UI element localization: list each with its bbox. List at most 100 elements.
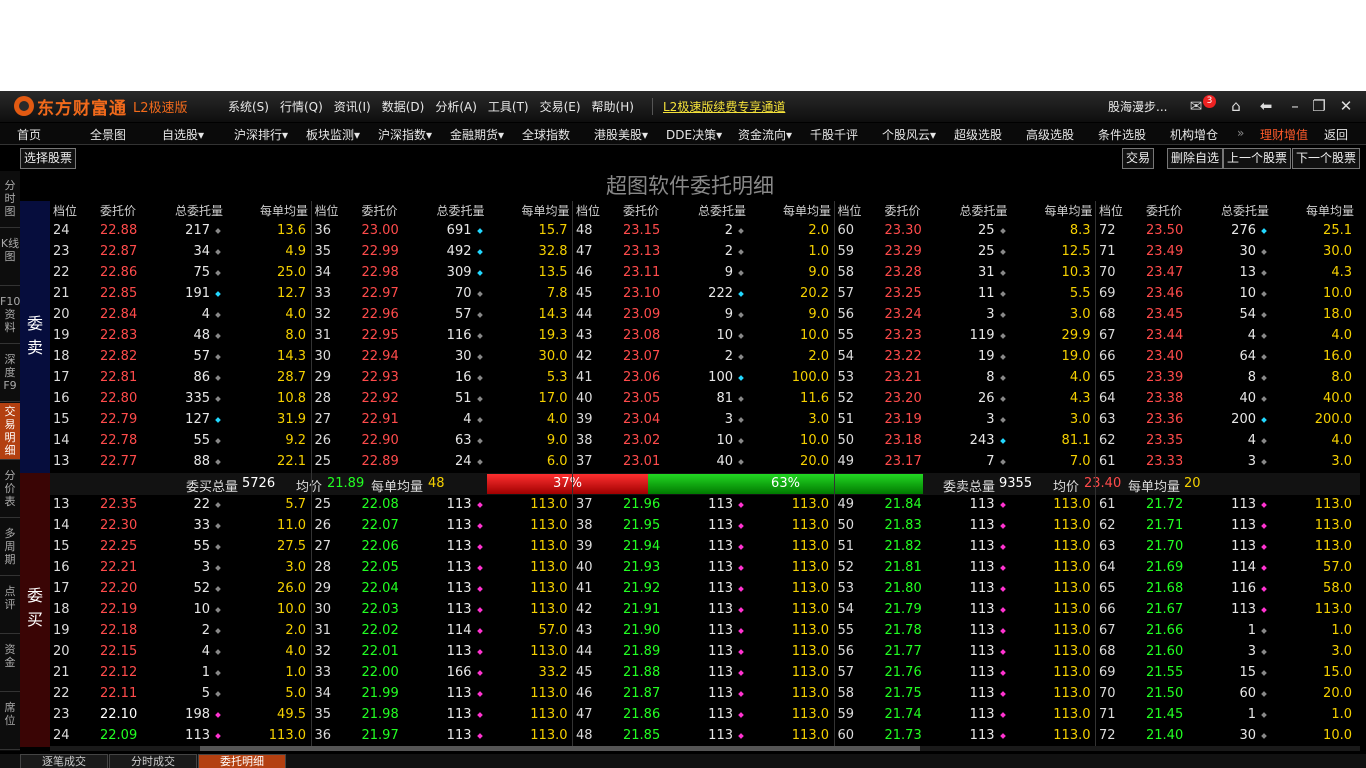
volume-marker-icon (476, 712, 483, 718)
left-tab[interactable]: 深度F9 (0, 345, 20, 402)
user-name[interactable]: 股海漫步... (1108, 100, 1168, 114)
bottom-tab[interactable]: 逐笔成交 (20, 754, 108, 768)
trade-button[interactable]: 交易 (1122, 148, 1155, 169)
total-cell: 113 (1231, 497, 1256, 512)
level-cell: 14 (53, 518, 70, 533)
volume-marker-icon (1261, 649, 1267, 655)
total-cell: 113 (969, 497, 995, 512)
menu-item[interactable]: 工具(T) (487, 100, 529, 114)
left-tab[interactable]: 资金 (0, 635, 20, 692)
price-cell: 22.12 (100, 665, 138, 680)
next-stock-button[interactable]: 下一个股票 (1292, 148, 1361, 169)
menu-item[interactable]: 系统(S) (228, 100, 269, 114)
delete-watch-button[interactable]: 删除自选 (1167, 148, 1224, 169)
price-cell: 23.29 (884, 244, 922, 259)
nav-item[interactable]: 首页 (17, 128, 42, 142)
total-cell: 113 (446, 707, 472, 722)
home-icon[interactable]: ⌂ (1231, 97, 1241, 115)
nav-item[interactable]: 资金流向▾ (738, 128, 793, 142)
menu-item[interactable]: 行情(Q) (279, 100, 323, 114)
back-arrow-icon[interactable]: ⬅ (1259, 97, 1273, 115)
level-cell: 43 (576, 623, 593, 638)
price-cell: 21.78 (884, 623, 922, 638)
nav-item[interactable]: 理财增值 (1260, 128, 1309, 142)
left-tab[interactable]: F10资料 (0, 287, 20, 344)
menu-item[interactable]: 交易(E) (539, 100, 581, 114)
price-cell: 23.15 (623, 223, 661, 238)
left-tab[interactable]: 交易明细 (0, 403, 20, 460)
menu-item[interactable]: 分析(A) (435, 100, 477, 114)
left-tab[interactable]: 分价表 (0, 461, 20, 518)
nav-item[interactable]: 全球指数 (522, 128, 571, 142)
left-tab[interactable]: 分时图 (0, 171, 20, 228)
total-cell: 113 (446, 602, 472, 617)
nav-item[interactable]: 金融期货▾ (450, 128, 505, 142)
total-cell: 691 (446, 223, 472, 238)
menu-item[interactable]: 数据(D) (381, 100, 425, 114)
price-cell: 22.03 (361, 602, 399, 617)
minimize-icon[interactable]: – (1291, 97, 1299, 115)
volume-marker-icon (738, 523, 744, 529)
nav-item[interactable]: 高级选股 (1026, 128, 1075, 142)
menu-item[interactable]: 帮助(H) (591, 100, 634, 114)
promo-link[interactable]: L2极速版续费专享通道 (652, 98, 785, 115)
level-cell: 17 (53, 370, 70, 385)
price-header: 委托价 (884, 204, 921, 218)
total-cell: 8 (1247, 370, 1256, 385)
nav-item[interactable]: DDE决策▾ (666, 128, 723, 142)
prev-stock-button[interactable]: 上一个股票 (1223, 148, 1292, 169)
nav-item[interactable]: 超级选股 (954, 128, 1003, 142)
total-cell: 7 (986, 454, 995, 469)
level-cell: 18 (53, 602, 70, 617)
nav-item[interactable]: 千股千评 (810, 128, 859, 142)
volume-marker-icon (738, 333, 744, 339)
level-cell: 68 (1099, 644, 1116, 659)
scrollbar-thumb[interactable] (200, 746, 920, 751)
table-row: 17 22.81 86 28.7 29 22.93 16 5.3 41 23.06 100 100.0… (50, 368, 1360, 389)
nav-item[interactable]: 沪深排行▾ (234, 128, 289, 142)
level-cell: 52 (837, 560, 855, 575)
nav-item[interactable]: 自选股▾ (162, 128, 205, 142)
nav-item[interactable]: 返回 (1324, 128, 1349, 142)
price-cell: 22.20 (100, 581, 138, 596)
total-cell: 113 (446, 560, 472, 575)
left-tab[interactable]: 点评 (0, 577, 20, 634)
left-tab[interactable]: 席位 (0, 693, 20, 750)
avg-cell: 3.0 (1069, 412, 1091, 427)
price-cell: 22.98 (361, 265, 399, 280)
close-icon[interactable]: ✕ (1339, 97, 1353, 115)
total-cell: 30 (1239, 728, 1256, 743)
left-tab[interactable]: K线图 (0, 229, 20, 286)
nav-item[interactable]: 板块监测▾ (306, 128, 361, 142)
nav-item[interactable]: 沪深指数▾ (378, 128, 433, 142)
nav-item[interactable]: » (1237, 126, 1245, 140)
level-cell: 57 (837, 665, 855, 680)
select-stock-button[interactable]: 选择股票 (20, 148, 77, 169)
total-cell: 3 (1247, 644, 1256, 659)
price-cell: 22.85 (100, 286, 138, 301)
volume-marker-icon (1261, 607, 1267, 613)
bottom-tab[interactable]: 委托明细 (198, 754, 286, 768)
left-tab[interactable]: 多周期 (0, 519, 20, 576)
volume-marker-icon (1261, 438, 1267, 444)
menu-item[interactable]: 资讯(I) (333, 100, 371, 114)
volume-marker-icon (476, 270, 483, 276)
price-cell: 21.77 (884, 644, 922, 659)
total-cell: 113 (708, 707, 733, 722)
volume-marker-icon (738, 607, 744, 613)
nav-item[interactable]: 条件选股 (1098, 128, 1147, 142)
avg-cell: 33.2 (538, 665, 568, 680)
price-cell: 22.84 (100, 307, 138, 322)
mail-icon[interactable]: ✉ (1189, 97, 1203, 115)
maximize-icon[interactable]: ❐ (1312, 97, 1326, 115)
horizontal-scrollbar[interactable] (50, 746, 1360, 751)
level-header: 档位 (1099, 204, 1124, 218)
nav-item[interactable]: 机构增仓 (1170, 128, 1219, 142)
level-cell: 66 (1099, 602, 1116, 617)
total-cell: 52 (193, 581, 210, 596)
nav-item[interactable]: 个股风云▾ (882, 128, 937, 142)
nav-item[interactable]: 全景图 (90, 128, 127, 142)
nav-item[interactable]: 港股美股▾ (594, 128, 649, 142)
avg-cell: 113.0 (1053, 560, 1091, 575)
bottom-tab[interactable]: 分时成交 (109, 754, 197, 768)
